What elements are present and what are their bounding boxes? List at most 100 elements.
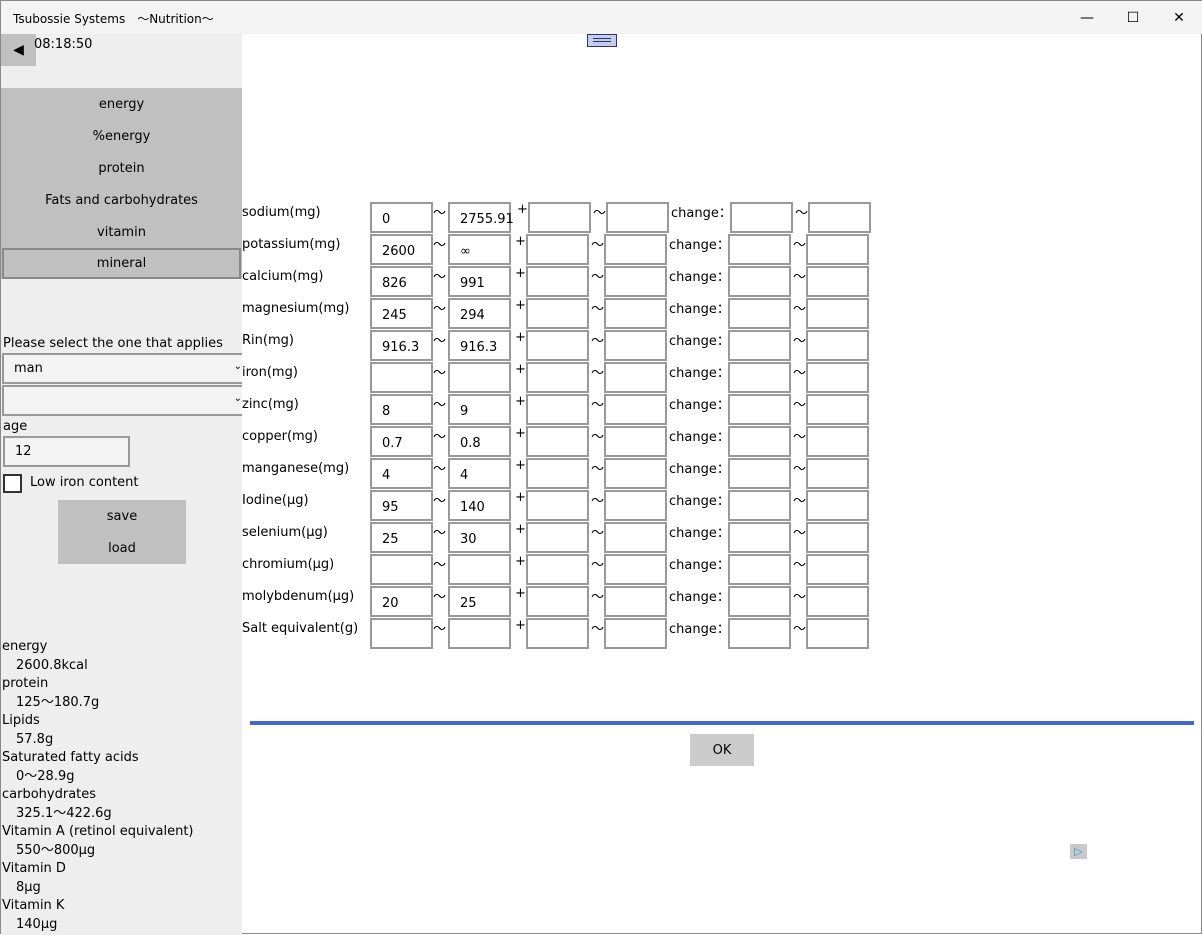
add-min-input[interactable] [526, 362, 589, 393]
max-input[interactable]: 916.3 [448, 330, 511, 361]
change-min-input[interactable] [728, 234, 791, 265]
change-min-input[interactable] [728, 458, 791, 489]
change-min-input[interactable] [728, 266, 791, 297]
change-max-input[interactable] [806, 266, 869, 297]
nav-protein[interactable]: protein [98, 160, 145, 176]
add-max-input[interactable] [604, 458, 667, 489]
add-min-input[interactable] [526, 522, 589, 553]
add-min-input[interactable] [526, 298, 589, 329]
add-max-input[interactable] [606, 202, 669, 233]
min-input[interactable]: 826 [370, 266, 433, 297]
add-max-input[interactable] [604, 298, 667, 329]
change-max-input[interactable] [806, 330, 869, 361]
add-max-input[interactable] [604, 394, 667, 425]
add-min-input[interactable] [526, 586, 589, 617]
min-input[interactable]: 2600 [370, 234, 433, 265]
nav-energy[interactable]: energy [98, 96, 145, 112]
add-max-input[interactable] [604, 330, 667, 361]
change-max-input[interactable] [806, 618, 869, 649]
close-button[interactable]: ✕ [1173, 9, 1185, 26]
max-input[interactable]: 30 [448, 522, 511, 553]
add-max-input[interactable] [604, 490, 667, 521]
load-button[interactable]: load [58, 532, 186, 564]
min-input[interactable]: 0.7 [370, 426, 433, 457]
add-min-input[interactable] [526, 618, 589, 649]
min-input[interactable]: 0 [370, 202, 433, 233]
max-input[interactable]: 0.8 [448, 426, 511, 457]
add-max-input[interactable] [604, 618, 667, 649]
min-input[interactable]: 916.3 [370, 330, 433, 361]
max-input[interactable] [448, 362, 511, 393]
add-max-input[interactable] [604, 234, 667, 265]
change-min-input[interactable] [728, 522, 791, 553]
add-max-input[interactable] [604, 362, 667, 393]
max-input[interactable]: ∞ [448, 234, 511, 265]
change-min-input[interactable] [728, 330, 791, 361]
add-max-input[interactable] [604, 426, 667, 457]
change-max-input[interactable] [806, 394, 869, 425]
change-min-input[interactable] [728, 298, 791, 329]
change-max-input[interactable] [806, 458, 869, 489]
change-min-input[interactable] [728, 586, 791, 617]
min-input[interactable]: 95 [370, 490, 433, 521]
maximize-button[interactable]: ☐ [1126, 9, 1140, 26]
add-min-input[interactable] [526, 266, 589, 297]
add-min-input[interactable] [528, 202, 591, 233]
change-max-input[interactable] [808, 202, 871, 233]
max-input[interactable] [448, 618, 511, 649]
ad-choices-icon[interactable]: ▷ [1070, 844, 1087, 859]
add-min-input[interactable] [526, 394, 589, 425]
change-min-input[interactable] [728, 426, 791, 457]
minimize-button[interactable]: — [1080, 9, 1094, 26]
max-input[interactable] [448, 554, 511, 585]
change-max-input[interactable] [806, 362, 869, 393]
low-iron-checkbox[interactable] [3, 474, 22, 493]
add-min-input[interactable] [526, 234, 589, 265]
min-input[interactable]: 25 [370, 522, 433, 553]
age-input[interactable]: 12 [3, 436, 130, 467]
add-min-input[interactable] [526, 554, 589, 585]
add-min-input[interactable] [526, 458, 589, 489]
nav-fats-and-carbohydrates[interactable]: Fats and carbohydrates [45, 192, 198, 208]
change-max-input[interactable] [806, 298, 869, 329]
add-max-input[interactable] [604, 554, 667, 585]
change-max-input[interactable] [806, 426, 869, 457]
min-input[interactable] [370, 362, 433, 393]
max-input[interactable]: 25 [448, 586, 511, 617]
back-button[interactable]: ◀ [1, 34, 36, 66]
max-input[interactable]: 991 [448, 266, 511, 297]
add-min-input[interactable] [526, 330, 589, 361]
max-input[interactable]: 294 [448, 298, 511, 329]
change-max-input[interactable] [806, 234, 869, 265]
ok-button[interactable]: OK [690, 734, 754, 766]
nav-mineral[interactable]: mineral [2, 248, 241, 279]
change-max-input[interactable] [806, 522, 869, 553]
change-max-input[interactable] [806, 554, 869, 585]
nav-vitamin[interactable]: vitamin [97, 224, 146, 240]
min-input[interactable]: 4 [370, 458, 433, 489]
max-input[interactable]: 4 [448, 458, 511, 489]
add-max-input[interactable] [604, 522, 667, 553]
min-input[interactable] [370, 554, 433, 585]
max-input[interactable]: 2755.91 [448, 202, 514, 233]
min-input[interactable]: 245 [370, 298, 433, 329]
max-input[interactable]: 9 [448, 394, 511, 425]
min-input[interactable]: 20 [370, 586, 433, 617]
max-input[interactable]: 140 [448, 490, 511, 521]
sex-combo[interactable]: man ⌄ [2, 353, 242, 384]
change-max-input[interactable] [806, 586, 869, 617]
add-max-input[interactable] [604, 266, 667, 297]
change-min-input[interactable] [730, 202, 793, 233]
change-min-input[interactable] [728, 618, 791, 649]
min-input[interactable] [370, 618, 433, 649]
add-max-input[interactable] [604, 586, 667, 617]
condition-combo[interactable]: ⌄ [2, 385, 242, 416]
min-input[interactable]: 8 [370, 394, 433, 425]
nav--energy[interactable]: %energy [92, 128, 151, 144]
change-min-input[interactable] [728, 490, 791, 521]
add-min-input[interactable] [526, 490, 589, 521]
save-button[interactable]: save [58, 500, 186, 532]
change-min-input[interactable] [728, 394, 791, 425]
drag-handle-icon[interactable] [587, 34, 617, 47]
add-min-input[interactable] [526, 426, 589, 457]
